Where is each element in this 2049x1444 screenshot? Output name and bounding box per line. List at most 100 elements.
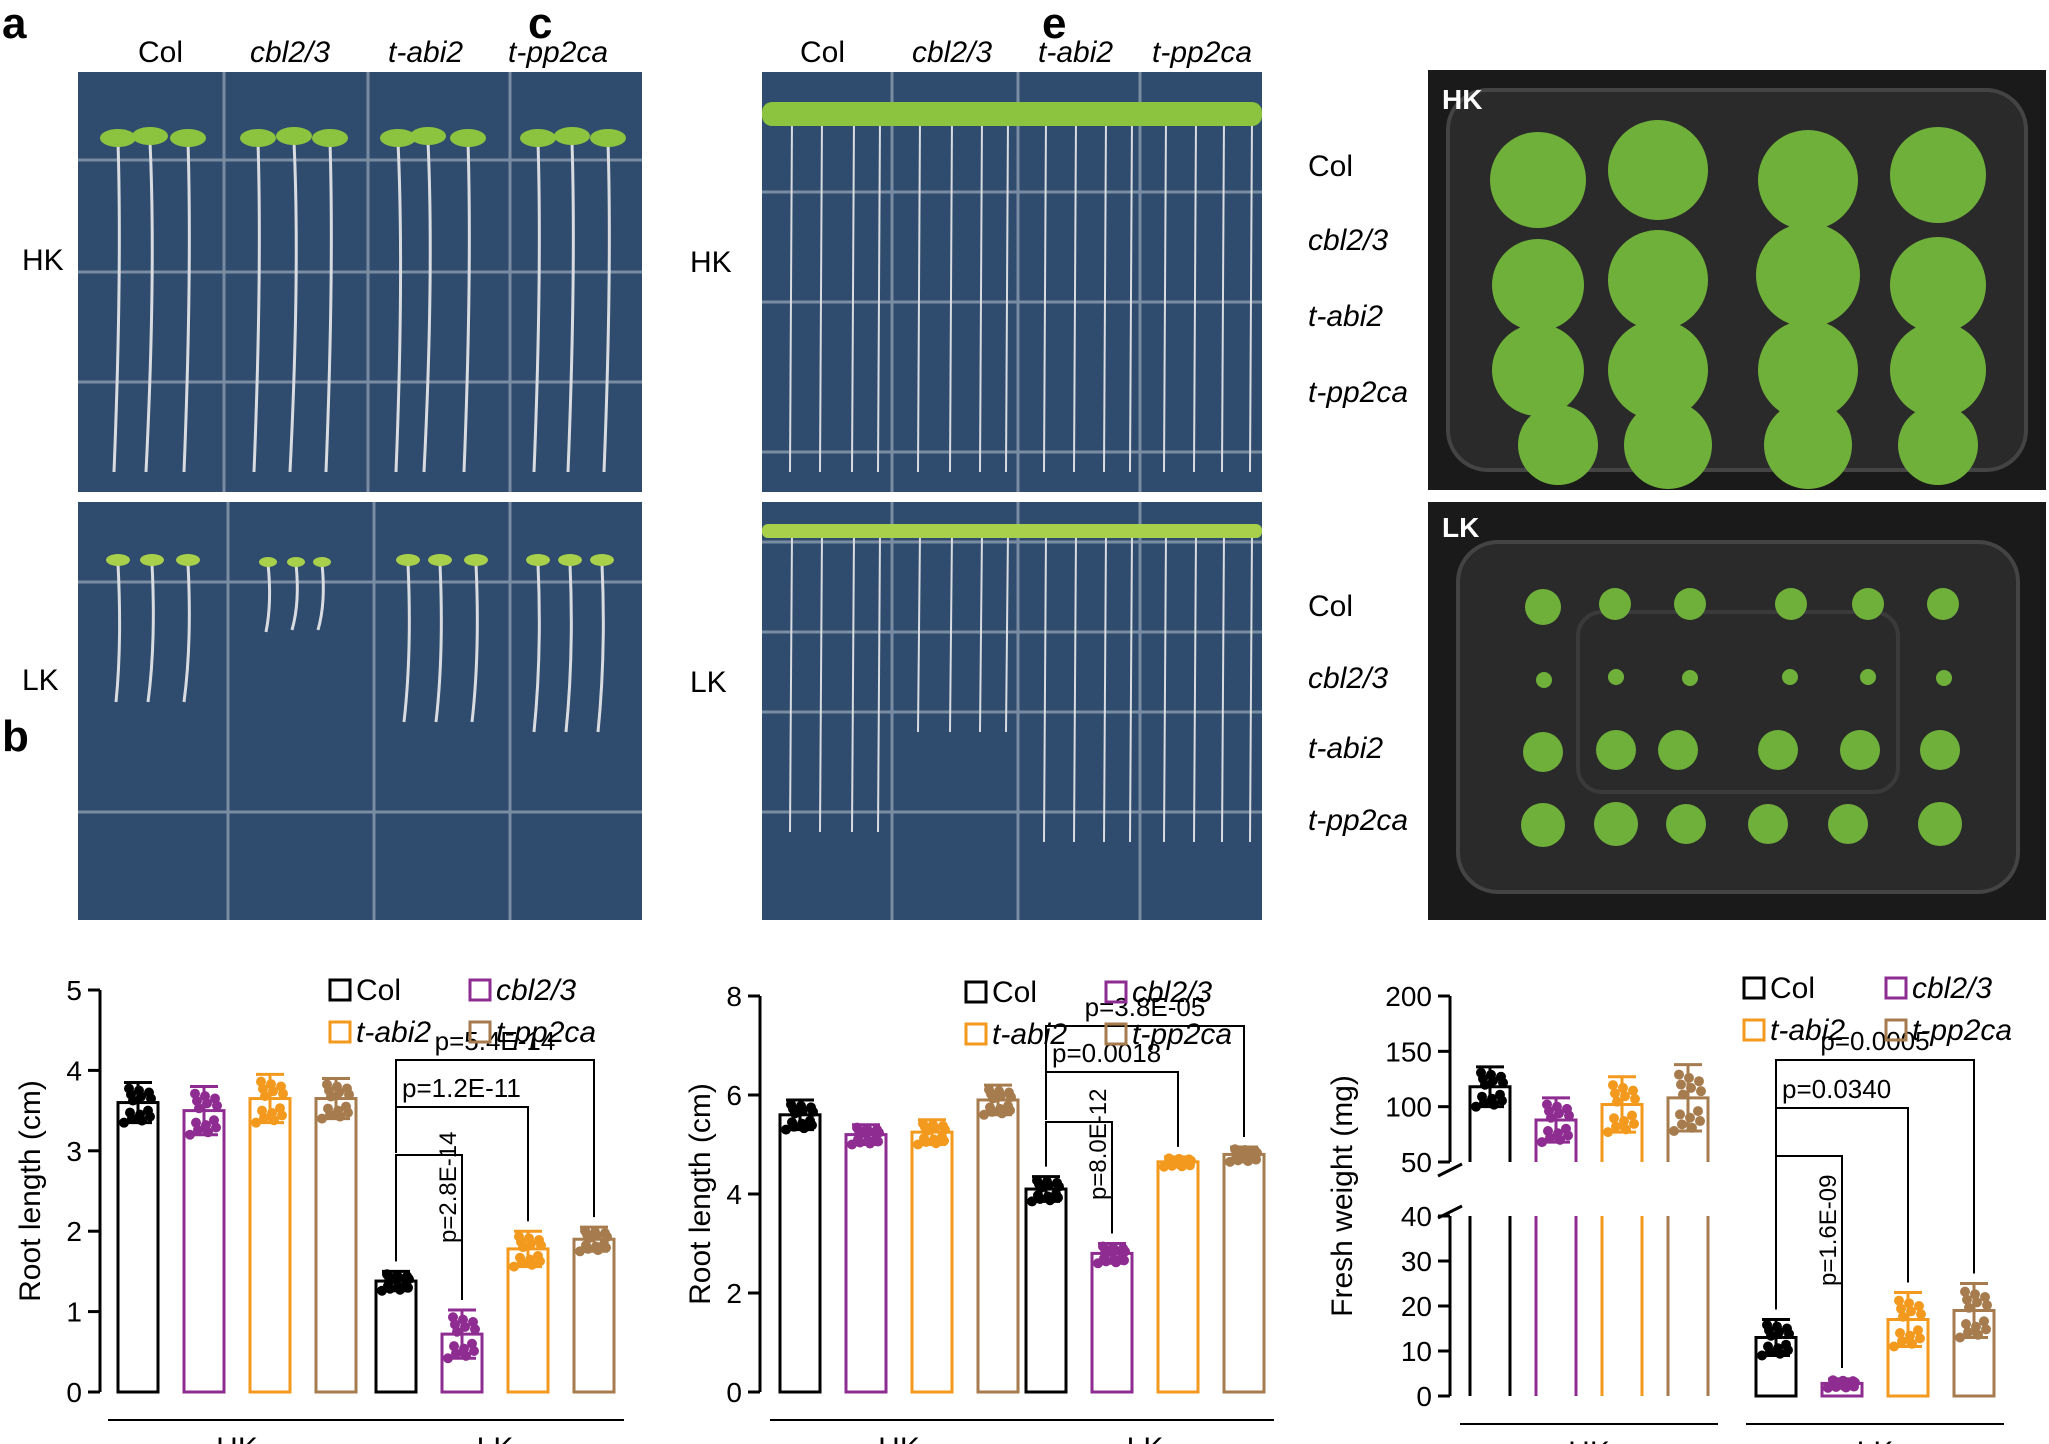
y-tick-label: 50 (1401, 1147, 1432, 1178)
data-point (1915, 1333, 1925, 1344)
c-col-header: Col (800, 36, 846, 69)
data-point (1612, 1096, 1622, 1107)
data-point (1962, 1294, 1972, 1305)
data-point (323, 1103, 333, 1114)
data-point (1677, 1119, 1687, 1130)
data-point (1118, 1243, 1128, 1254)
data-point (275, 1103, 285, 1114)
e-hk-tray-photo: HK (1428, 70, 2046, 490)
p-value-label: p=0.0340 (1782, 1074, 1891, 1104)
bar (976, 1098, 1020, 1394)
y-tick-label: 0 (726, 1377, 742, 1408)
legend-swatch (1884, 1018, 1908, 1042)
data-point (1963, 1327, 1973, 1338)
y-tick-label: 20 (1401, 1291, 1432, 1322)
panel-letter-a: a (2, 0, 27, 48)
legend-label: t-abi2 (1770, 1014, 1845, 1047)
data-point (342, 1083, 352, 1094)
data-point (467, 1338, 477, 1349)
data-point (1477, 1091, 1487, 1102)
p-value-label: p=0.0005 (1820, 1026, 1929, 1056)
e-hk-row-label: t-pp2ca (1308, 376, 1409, 409)
data-point (1674, 1069, 1684, 1080)
y-tick-label: 8 (726, 981, 742, 1012)
a-lk-plate-photo (78, 502, 642, 920)
y-axis-label: Fresh weight (mg) (1326, 1075, 1359, 1317)
data-point (600, 1228, 610, 1239)
data-point (984, 1084, 994, 1095)
data-point (1004, 1087, 1014, 1098)
significance-bracket (1045, 1025, 1245, 1137)
bar (844, 1133, 888, 1394)
legend-label: Col (1770, 972, 1815, 1005)
y-tick-label: 200 (1385, 981, 1432, 1012)
y-tick-label: 40 (1401, 1201, 1432, 1232)
significance-bracket (395, 1106, 529, 1222)
legend-label: cbl2/3 (1912, 972, 1992, 1005)
significance-bracket (1045, 1121, 1113, 1234)
data-point (1914, 1301, 1924, 1311)
legend-swatch (1104, 980, 1128, 1004)
bar (314, 1097, 358, 1394)
data-point (1898, 1311, 1908, 1322)
data-point (1610, 1088, 1620, 1099)
data-point (1561, 1123, 1571, 1134)
data-point (1678, 1089, 1688, 1100)
data-point (1675, 1109, 1685, 1120)
data-point (872, 1124, 882, 1135)
bar (572, 1237, 616, 1394)
e-hk-row-label: cbl2/3 (1308, 224, 1389, 257)
legend-swatch (328, 1020, 352, 1044)
legend-swatch (328, 978, 352, 1002)
bar (1222, 1152, 1266, 1394)
data-point (1099, 1253, 1109, 1264)
a-hk-plate-photo (78, 72, 642, 492)
bar (1090, 1251, 1134, 1394)
data-point (938, 1120, 948, 1131)
e-lk-tray-photo: LK (1428, 502, 2046, 920)
data-point (1964, 1302, 1974, 1313)
legend-swatch (1884, 976, 1908, 1000)
group-label: LK (1857, 1436, 1894, 1444)
data-point (1051, 1189, 1061, 1199)
data-point (1696, 1086, 1706, 1097)
legend-swatch (1742, 1018, 1766, 1042)
y-tick-label: 3 (66, 1136, 82, 1167)
bar (1600, 1102, 1644, 1396)
p-value-label: p=2.8E-14 (435, 1132, 462, 1243)
data-point (871, 1133, 881, 1144)
bar (1666, 1096, 1710, 1396)
data-point (1896, 1303, 1906, 1314)
panel-letter-b: b (2, 712, 29, 761)
e-hk-tag: HK (1442, 84, 1483, 115)
p-value-label: p=1.6E-09 (1815, 1175, 1842, 1286)
legend-label: t-pp2ca (1912, 1014, 2012, 1047)
data-point (1693, 1106, 1703, 1117)
legend-swatch (964, 1022, 988, 1046)
c-col-header: t-pp2ca (1152, 36, 1253, 69)
bar (374, 1279, 418, 1394)
data-point (143, 1105, 153, 1116)
legend-label: cbl2/3 (496, 974, 576, 1007)
p-value-label: p=5.4E-14 (435, 1026, 556, 1056)
data-point (1676, 1079, 1686, 1090)
data-point (534, 1235, 544, 1246)
data-point (1980, 1292, 1990, 1302)
group-label: LK (1127, 1432, 1164, 1444)
data-point (1627, 1110, 1637, 1121)
data-point (1694, 1076, 1704, 1087)
legend-swatch (468, 978, 492, 1002)
bar (116, 1101, 160, 1394)
chart-b: 0 1 2 3 4 5 Root length (cm) HK LK p=2.8E-14 p=1.2… (14, 974, 624, 1444)
data-point (1981, 1324, 1991, 1335)
data-point (1960, 1286, 1970, 1297)
data-point (1781, 1339, 1791, 1350)
data-point (806, 1102, 816, 1113)
bar (1534, 1118, 1578, 1396)
data-point (787, 1117, 797, 1128)
data-point (1628, 1085, 1638, 1096)
y-tick-label: 100 (1385, 1092, 1432, 1123)
data-point (599, 1239, 609, 1250)
legend-label: t-pp2ca (496, 1016, 596, 1049)
